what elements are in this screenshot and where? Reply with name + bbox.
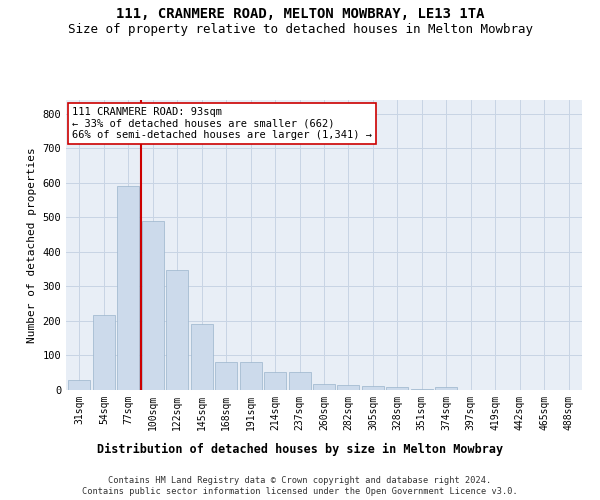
Bar [93, 314, 115, 390]
Y-axis label: Number of detached properties: Number of detached properties [27, 147, 37, 343]
Bar [166, 270, 188, 390]
Bar [68, 380, 91, 390]
Text: Contains public sector information licensed under the Open Government Licence v3: Contains public sector information licen… [82, 488, 518, 496]
Bar [411, 389, 433, 390]
Bar [289, 372, 311, 390]
Bar [435, 387, 457, 390]
Text: Distribution of detached houses by size in Melton Mowbray: Distribution of detached houses by size … [97, 442, 503, 456]
Bar [118, 186, 139, 390]
Text: Size of property relative to detached houses in Melton Mowbray: Size of property relative to detached ho… [67, 22, 533, 36]
Bar [142, 221, 164, 390]
Text: 111 CRANMERE ROAD: 93sqm
← 33% of detached houses are smaller (662)
66% of semi-: 111 CRANMERE ROAD: 93sqm ← 33% of detach… [72, 107, 372, 140]
Bar [386, 387, 409, 390]
Bar [264, 372, 286, 390]
Bar [337, 385, 359, 390]
Bar [191, 324, 213, 390]
Bar [215, 362, 237, 390]
Bar [362, 386, 384, 390]
Text: 111, CRANMERE ROAD, MELTON MOWBRAY, LE13 1TA: 111, CRANMERE ROAD, MELTON MOWBRAY, LE13… [116, 8, 484, 22]
Text: Contains HM Land Registry data © Crown copyright and database right 2024.: Contains HM Land Registry data © Crown c… [109, 476, 491, 485]
Bar [239, 362, 262, 390]
Bar [313, 384, 335, 390]
